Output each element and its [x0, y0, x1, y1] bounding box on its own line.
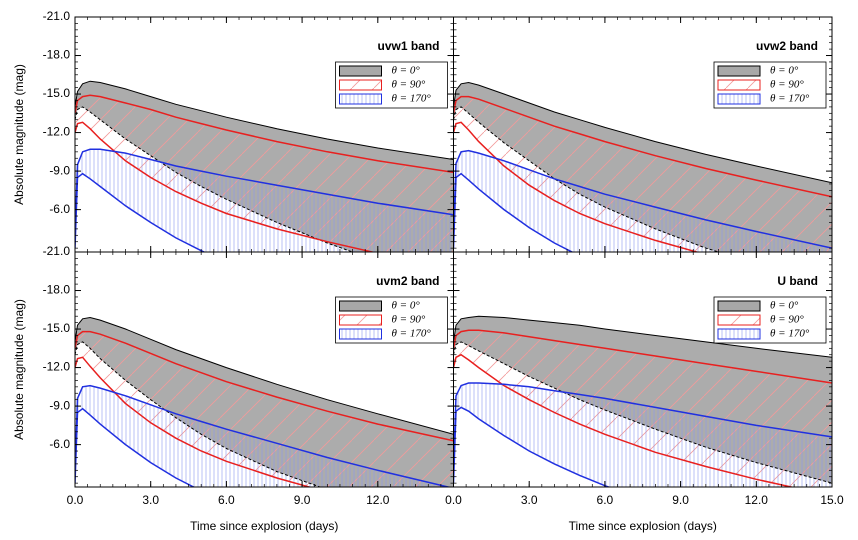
panel-title: uvw1 band: [377, 39, 439, 53]
upper-curve: [453, 315, 832, 358]
y-tick-label: -18.0: [43, 283, 71, 297]
lower-curve: [453, 172, 574, 252]
y-tick-label: -21.0: [43, 9, 71, 23]
y-tick-label: -6.0: [49, 202, 70, 216]
band-area: [75, 149, 454, 252]
y-tick-label: -9.0: [49, 398, 70, 412]
legend-swatch: [339, 300, 382, 312]
upper-curve: [75, 316, 454, 435]
panel: -21.0 -18.0 -15.0 -12.0 -9.0 -6.0 uvw1 band θ =…: [12, 9, 454, 253]
lower-curve: [75, 356, 312, 487]
legend-label: θ = 170°: [770, 93, 810, 105]
y-tick-label: -18.0: [43, 48, 71, 62]
x-axis-label: Time since explosion (days): [569, 519, 717, 533]
plot-area: [75, 80, 454, 252]
panel: uvw2 band θ = 0° θ = 90° θ = 170°: [453, 16, 833, 253]
legend-swatch: [339, 93, 382, 105]
upper-curve: [75, 148, 454, 236]
legend-label: θ = 90°: [392, 314, 426, 326]
panel-title: uvm2 band: [376, 274, 439, 288]
y-tick-label: -15.0: [43, 86, 71, 100]
x-tick-label: 9.0: [294, 493, 311, 507]
legend-label: θ = 170°: [770, 328, 810, 340]
upper-curve: [453, 382, 832, 471]
upper-curve: [453, 149, 832, 249]
plot-area: [453, 315, 832, 487]
y-tick-label: -12.0: [43, 125, 71, 139]
band-area: [453, 96, 832, 252]
panel-title: uvw2 band: [756, 39, 818, 53]
legend-label: θ = 0°: [392, 65, 421, 77]
upper-curve: [75, 80, 454, 160]
upper-curve: [75, 94, 454, 174]
x-tick-label: 3.0: [521, 493, 538, 507]
band-area: [453, 150, 832, 252]
panel-title: U band: [777, 274, 818, 288]
lower-curve: [453, 341, 832, 484]
x-axis-label: Time since explosion (days): [190, 519, 338, 533]
legend-swatch: [717, 314, 761, 326]
x-tick-label: 0.0: [67, 493, 84, 507]
upper-curve: [453, 329, 832, 384]
legend-label: θ = 170°: [392, 93, 432, 105]
y-tick-label: -9.0: [49, 163, 70, 177]
panel: 0.0 3.0 6.0 9.0 12.0 -21.0 -18.0 -15.0 -12.0 -9.0…: [12, 244, 454, 533]
legend-label: θ = 170°: [392, 328, 432, 340]
plot-area: [453, 81, 832, 252]
x-tick-label: 0.0: [445, 493, 462, 507]
legend-swatch: [339, 79, 382, 91]
legend-swatch: [717, 328, 761, 340]
legend-swatch: [339, 65, 382, 77]
x-tick-label: 6.0: [218, 493, 235, 507]
upper-curve: [75, 384, 452, 487]
y-tick-label: -15.0: [43, 321, 71, 335]
y-axis-label: Absolute magnitude (mag): [12, 64, 26, 205]
legend-label: θ = 0°: [392, 300, 421, 312]
legend-swatch: [717, 79, 761, 91]
lower-curve: [453, 121, 700, 252]
band-area: [75, 385, 449, 487]
x-tick-label: 15.0: [820, 493, 844, 507]
legend-label: θ = 0°: [770, 65, 799, 77]
upper-curve: [453, 95, 832, 198]
upper-curve: [75, 330, 454, 442]
y-tick-label: -6.0: [49, 437, 70, 451]
plot-area: [75, 316, 454, 487]
lower-curve: [453, 353, 795, 487]
lower-curve: [453, 106, 721, 252]
lower-curve: [453, 406, 611, 487]
band-area: [75, 331, 454, 487]
lower-curve: [75, 172, 206, 252]
legend-swatch: [339, 314, 382, 326]
lower-curve: [75, 121, 376, 252]
legend-label: θ = 90°: [770, 314, 804, 326]
x-tick-label: 6.0: [597, 493, 614, 507]
legend-label: θ = 90°: [770, 79, 804, 91]
y-axis-label: Absolute magnitude (mag): [12, 299, 26, 440]
y-tick-label: -12.0: [43, 360, 71, 374]
lower-curve: [75, 106, 355, 252]
legend-swatch: [717, 93, 761, 105]
legend-swatch: [717, 300, 761, 312]
legend-swatch: [339, 328, 382, 340]
legend-swatch: [717, 65, 761, 77]
panel: 0.0 3.0 6.0 9.0 12.0 15.0 U band θ = 0° θ = 90° θ…: [445, 251, 844, 533]
x-tick-label: 3.0: [142, 493, 159, 507]
x-tick-label: 9.0: [672, 493, 689, 507]
legend-label: θ = 0°: [770, 300, 799, 312]
x-tick-label: 12.0: [366, 493, 390, 507]
lower-curve: [75, 407, 196, 487]
x-tick-label: 12.0: [745, 493, 769, 507]
y-tick-label: -21.0: [43, 244, 71, 258]
legend-label: θ = 90°: [392, 79, 426, 91]
axes-frame: [453, 251, 833, 488]
upper-curve: [453, 81, 832, 184]
